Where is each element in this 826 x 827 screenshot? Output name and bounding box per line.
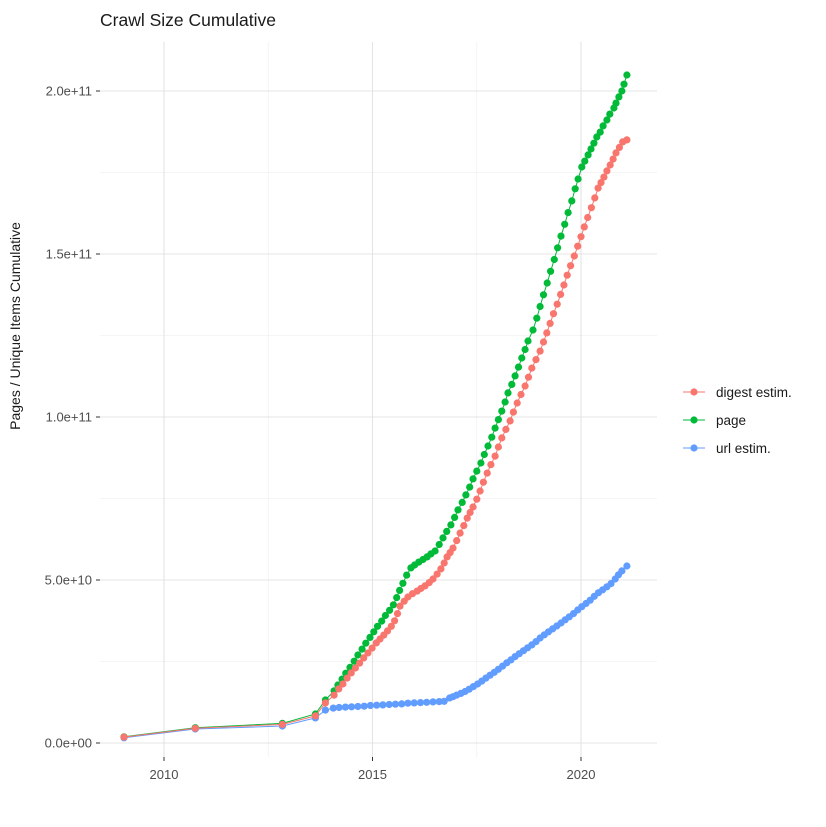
legend: digest estim. page url estim.: [681, 378, 792, 462]
gridlines-minor: [100, 42, 657, 757]
y-tick-label: 0.0e+00: [45, 736, 92, 751]
legend-label: page: [716, 412, 747, 428]
page-title: Crawl Size Cumulative: [100, 10, 276, 30]
legend-item-url-estim: url estim.: [681, 434, 792, 462]
y-axis-title: Pages / Unique Items Cumulative: [7, 222, 23, 430]
legend-key-digest-icon: [683, 388, 705, 396]
legend-key-page-icon: [683, 416, 705, 424]
x-tick-label: 2010: [150, 767, 179, 782]
legend-item-digest-estim: digest estim.: [681, 378, 792, 406]
legend-label: digest estim.: [716, 384, 792, 400]
legend-key-url-icon: [683, 444, 705, 452]
y-tick-label: 1.5e+11: [46, 247, 92, 262]
gridlines-major: [100, 42, 657, 757]
series-page: [120, 71, 631, 741]
x-tick-label: 2015: [358, 767, 387, 782]
data-series: [120, 71, 631, 742]
y-tick-label: 1.0e+11: [46, 410, 92, 425]
legend-label: url estim.: [716, 440, 771, 456]
legend-item-page: page: [681, 406, 792, 434]
series-digest-estim-: [120, 136, 631, 741]
axis-tick-labels: 0.0e+00 5.0e+10 1.0e+11 1.5e+11 2.0e+11 2010 2…: [45, 84, 596, 783]
x-tick-label: 2020: [567, 767, 596, 782]
y-tick-label: 2.0e+11: [46, 84, 92, 99]
y-tick-label: 5.0e+10: [45, 573, 92, 588]
series-url-estim-: [120, 562, 631, 742]
axis-tick-marks: [96, 90, 582, 761]
